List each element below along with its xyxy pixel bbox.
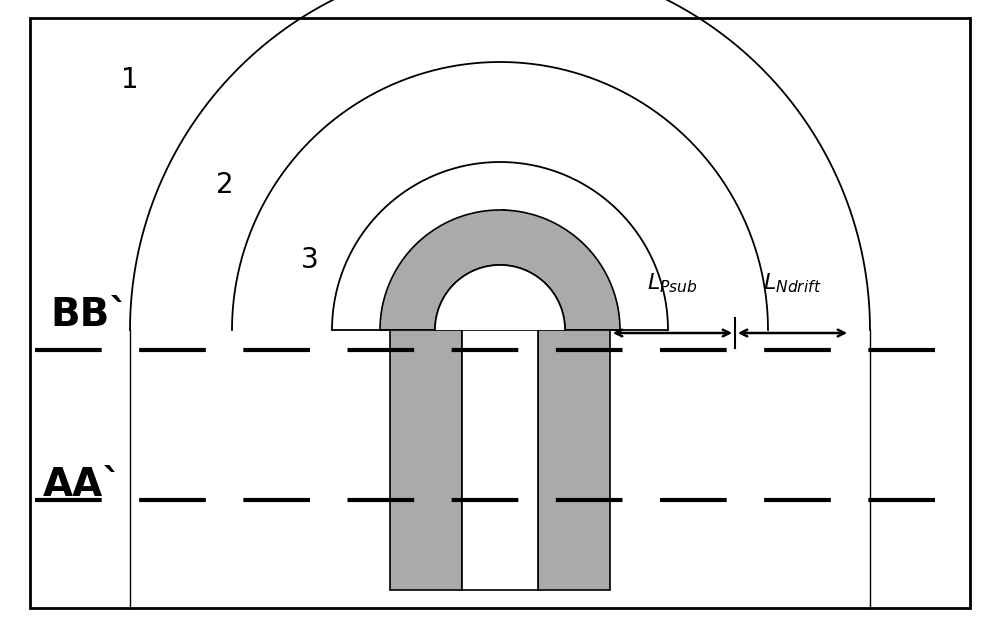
Text: 1: 1 <box>121 66 139 94</box>
Text: $L_{Psub}$: $L_{Psub}$ <box>647 272 697 295</box>
Text: 8: 8 <box>492 433 508 457</box>
Text: BB`: BB` <box>51 296 129 334</box>
Text: 7: 7 <box>435 433 451 457</box>
Text: AA`: AA` <box>43 466 123 504</box>
Text: 7: 7 <box>545 433 561 457</box>
Text: 3: 3 <box>301 246 319 274</box>
Text: $L_{Ndrift}$: $L_{Ndrift}$ <box>763 272 821 295</box>
Text: 4: 4 <box>491 208 509 236</box>
Text: 2: 2 <box>216 171 234 199</box>
Polygon shape <box>380 210 620 330</box>
Polygon shape <box>462 330 538 590</box>
Polygon shape <box>538 330 610 590</box>
Polygon shape <box>390 330 462 590</box>
Polygon shape <box>435 265 565 330</box>
